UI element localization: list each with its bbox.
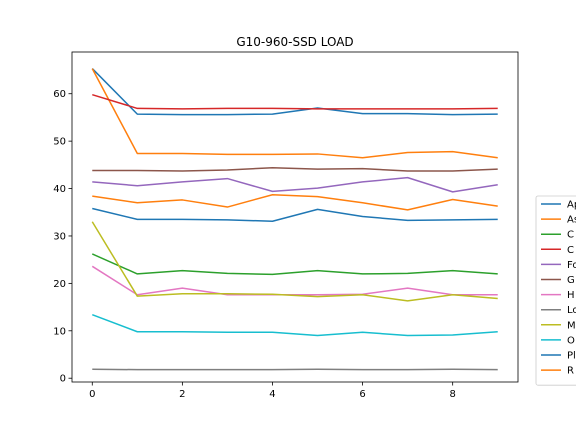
series-line-0 xyxy=(91,68,498,116)
y-tick-label: 10 xyxy=(53,326,66,337)
legend-label: C xyxy=(567,245,574,256)
chart-title: G10-960-SSD LOAD xyxy=(236,35,353,49)
series-line-5 xyxy=(92,166,498,172)
x-tick-label: 2 xyxy=(179,389,185,400)
x-tick-label: 8 xyxy=(449,389,455,400)
series-line-9 xyxy=(92,313,498,337)
y-tick-label: 30 xyxy=(53,231,66,242)
x-tick-label: 0 xyxy=(89,389,95,400)
legend-label: Lo xyxy=(567,305,576,316)
legend-box xyxy=(535,195,576,386)
y-tick-label: 0 xyxy=(60,374,66,385)
legend-label: M xyxy=(567,320,576,331)
x-tick-label: 4 xyxy=(269,389,275,400)
y-tick-label: 20 xyxy=(53,279,66,290)
legend-label: R xyxy=(567,366,574,377)
series-line-10 xyxy=(92,207,498,223)
y-axis: 0 10 20 30 40 50 60 xyxy=(53,89,72,385)
y-tick-label: 60 xyxy=(53,89,66,100)
legend-label: G xyxy=(567,275,575,286)
legend-label: H xyxy=(567,290,575,301)
legend-label: O xyxy=(567,335,575,346)
series-layer xyxy=(91,68,498,371)
plot-background xyxy=(72,52,518,382)
legend-label: Fo xyxy=(567,260,576,271)
x-tick-label: 6 xyxy=(359,389,365,400)
plot-frame xyxy=(71,51,519,383)
series-line-2 xyxy=(91,253,498,276)
series-line-4 xyxy=(92,176,498,193)
legend-label: Pl xyxy=(567,351,576,362)
legend-label: As xyxy=(567,215,576,226)
series-line-8 xyxy=(91,221,498,302)
series-line-1 xyxy=(91,68,498,159)
series-line-3 xyxy=(92,93,498,110)
legend-label: Ap xyxy=(567,200,576,211)
y-tick-label: 40 xyxy=(53,184,66,195)
y-tick-label: 50 xyxy=(53,137,66,148)
x-axis: 0 2 4 6 8 xyxy=(89,382,456,400)
legend: Ap As CC Fo GH Lo MO Pl R xyxy=(535,195,576,386)
series-line-11 xyxy=(92,193,498,211)
legend-label: C xyxy=(567,230,574,241)
